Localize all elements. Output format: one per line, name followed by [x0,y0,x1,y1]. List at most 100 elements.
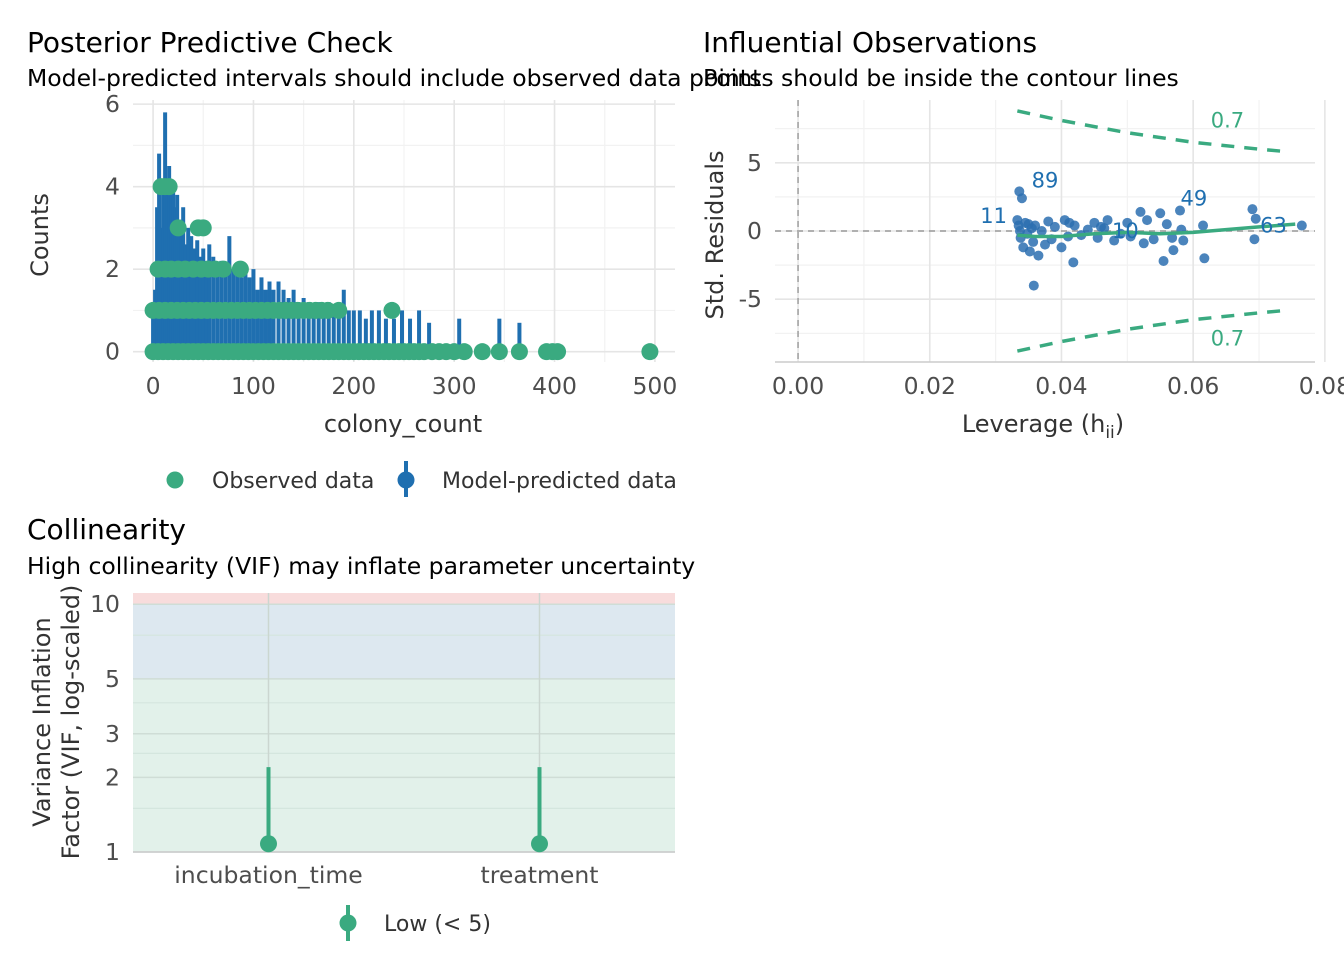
ppc-x-axis-title: colony_count [324,410,482,438]
ppc-y-tick-label: 2 [105,255,120,283]
ppc-observed-point [455,343,473,361]
influence-x-tick-label: 0.06 [1167,372,1219,400]
influence-point-label: 49 [1180,186,1207,210]
influence-x-tick-label: 0.04 [1035,372,1087,400]
influence-point [1068,257,1079,268]
ppc-x-tick-label: 100 [231,372,276,400]
influence-gridlines [775,100,1326,363]
ppc-observed-point [169,219,187,237]
ppc-observed-point [510,343,528,361]
collinearity-title: Collinearity [27,513,186,546]
ppc-observed-point [383,301,401,319]
collinearity-y-tick-label: 2 [105,763,120,791]
ppc-y-tick-label: 4 [105,173,120,201]
influence-contours: 0.7 0.7 [1016,108,1289,353]
legend-low-key [339,914,357,932]
influence-point [1155,208,1166,219]
influence-point [1158,256,1169,267]
ppc-y-axis-title: Counts [26,193,54,277]
influence-point [1082,224,1093,235]
ppc-observed-point [231,260,249,278]
collinearity-y-axis-title-line2: Factor (VIF, log-scaled) [57,585,85,860]
collinearity-y-tick-label: 3 [105,720,120,748]
ppc-panel: Posterior Predictive Check Model-predict… [26,26,761,497]
collinearity-point [531,835,548,853]
influence-x-axis-title-main: Leverage (h [962,410,1105,438]
influence-smooth-line [1017,222,1296,239]
ppc-x-tick-labels: 0 100 200 300 400 500 [146,372,678,400]
influence-point [1043,216,1054,227]
collinearity-legend: Low (< 5) [339,905,491,941]
influence-point [1109,235,1120,246]
ppc-observed-points [144,178,659,361]
influence-point [1028,236,1039,247]
collinearity-y-tick-label: 1 [105,838,120,866]
influence-point [1102,215,1113,226]
influence-x-axis-title-close: ) [1115,410,1124,438]
ppc-subtitle: Model-predicted intervals should include… [27,64,761,92]
influence-panel: Influential Observations Points should b… [701,26,1344,443]
influence-point [1199,253,1210,264]
influence-point [1056,242,1067,253]
collinearity-y-axis-title-line1: Variance Inflation [28,617,56,826]
collinearity-y-tick-label: 5 [105,665,120,693]
influence-point [1135,206,1146,217]
collinearity-x-tick-label: treatment [481,861,599,889]
influence-point [1030,220,1041,231]
influence-x-tick-label: 0.02 [904,372,956,400]
influence-y-axis-title: Std. Residuals [701,151,729,320]
collinearity-y-tick-labels: 1 2 3 5 10 [90,590,120,866]
ppc-observed-point [214,260,232,278]
ppc-observed-point [490,343,508,361]
collinearity-y-tick-label: 10 [90,590,120,618]
influence-contour-label-lower: 0.7 [1211,327,1244,351]
ppc-observed-point [330,301,348,319]
collinearity-points [260,767,548,853]
influence-title: Influential Observations [703,26,1037,59]
ppc-observed-point [194,219,212,237]
influence-subtitle: Points should be inside the contour line… [703,64,1179,92]
influence-y-tick-label: 0 [747,217,762,245]
influence-y-tick-label: -5 [739,285,762,313]
legend-predicted-label: Model-predicted data [442,469,677,494]
influence-contour-label-upper: 0.7 [1211,108,1244,132]
legend-predicted-key [397,471,415,489]
ppc-observed-point [641,343,659,361]
influence-contour-lower [1016,308,1289,353]
legend-observed-label: Observed data [212,469,374,494]
ppc-y-tick-label: 6 [105,90,120,118]
collinearity-subtitle: High collinearity (VIF) may inflate para… [27,552,695,580]
influence-point [1249,234,1260,245]
ppc-title: Posterior Predictive Check [27,26,393,59]
ppc-x-tick-label: 300 [432,372,477,400]
collinearity-point [260,835,277,853]
influence-contour-upper [1016,109,1289,154]
influence-point [1148,234,1159,245]
influence-point [1036,226,1047,236]
collinearity-x-tick-label: incubation_time [174,861,362,889]
influence-point [1138,238,1149,249]
collinearity-zone-moderate [133,604,675,679]
influence-point [1250,213,1261,224]
influence-point [1142,215,1153,226]
influence-smooth-curve [1017,222,1296,239]
influence-x-axis-title: Leverage (hii) [962,410,1124,443]
influence-point [1296,220,1307,231]
influence-point [1178,235,1189,246]
influence-point [1028,280,1039,291]
ppc-x-tick-label: 400 [532,372,577,400]
legend-low-label: Low (< 5) [384,912,491,937]
influence-point [1175,205,1185,216]
influence-x-tick-label: 0.00 [772,372,824,400]
influence-point [1168,245,1179,256]
collinearity-x-tick-labels: incubation_time treatment [174,861,598,889]
influence-point [1069,220,1080,231]
influence-x-tick-labels: 0.00 0.02 0.04 0.06 0.08 [772,372,1344,400]
influence-point [1247,204,1258,215]
influence-point [1122,217,1133,228]
collinearity-zone-low [133,678,675,852]
ppc-x-tick-label: 500 [632,372,677,400]
influence-point-label: 11 [980,204,1007,228]
influence-point [1014,186,1025,197]
